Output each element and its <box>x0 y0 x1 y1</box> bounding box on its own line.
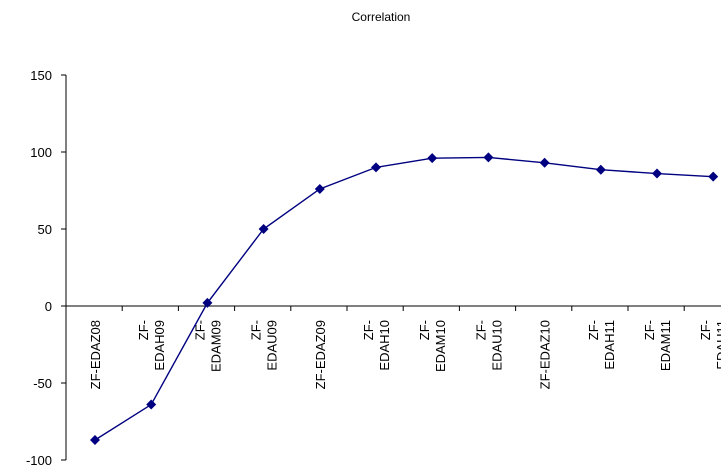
x-category-label: ZF- <box>586 320 601 340</box>
series-line <box>94 156 714 441</box>
x-category-label: EDAU11 <box>714 320 721 370</box>
data-point-marker <box>314 183 325 194</box>
data-point-marker <box>202 297 213 308</box>
x-category-label: EDAH10 <box>377 320 392 371</box>
x-category-label: ZF- <box>642 320 657 340</box>
x-axis <box>65 305 721 311</box>
data-point-marker <box>146 399 157 410</box>
data-point-marker <box>483 152 494 163</box>
x-category-label: EDAM11 <box>658 320 673 371</box>
x-category-label: ZF- <box>473 320 488 340</box>
category-labels: ZF-EDAZ08 ZF- EDAH09 ZF- EDAM09 ZF- EDAU09 ZF-E… <box>88 320 721 389</box>
x-category-label: EDAM10 <box>433 320 448 372</box>
y-tick-label: 150 <box>30 68 52 83</box>
data-point-marker <box>539 157 550 168</box>
y-tick-label: -100 <box>26 453 52 468</box>
x-category-label: EDAU10 <box>489 320 504 371</box>
y-tick-label: 50 <box>38 222 52 237</box>
data-point-marker <box>371 162 381 173</box>
data-point-marker <box>427 153 438 164</box>
x-category-label: ZF- <box>136 320 151 340</box>
x-category-label: EDAM09 <box>208 320 223 372</box>
data-point-marker <box>90 434 100 445</box>
y-tick-label: 100 <box>30 145 52 160</box>
chart-title: Correlation <box>352 10 411 24</box>
data-point-marker <box>258 224 269 234</box>
x-category-label: EDAH09 <box>152 320 167 371</box>
x-category-label: ZF- <box>361 320 376 340</box>
data-point-marker <box>595 164 606 175</box>
x-category-label: ZF-EDAZ08 <box>88 320 103 389</box>
y-tick-label: 0 <box>45 299 52 314</box>
x-category-label: ZF- <box>698 320 713 340</box>
x-category-label: ZF-EDAZ10 <box>538 320 553 389</box>
x-category-label: ZF- <box>417 320 432 340</box>
data-point-marker <box>708 171 719 182</box>
y-tick-label: -50 <box>33 376 52 391</box>
series-group <box>90 152 719 445</box>
data-point-marker <box>652 168 662 179</box>
y-axis: 150 100 50 0 -50 -100 <box>26 68 67 468</box>
x-category-label: ZF-EDAZ09 <box>313 320 328 389</box>
x-category-label: ZF- <box>192 320 207 340</box>
x-category-label: ZF- <box>249 320 264 340</box>
x-category-label: EDAU09 <box>265 320 280 371</box>
x-category-label: EDAH11 <box>602 320 617 370</box>
